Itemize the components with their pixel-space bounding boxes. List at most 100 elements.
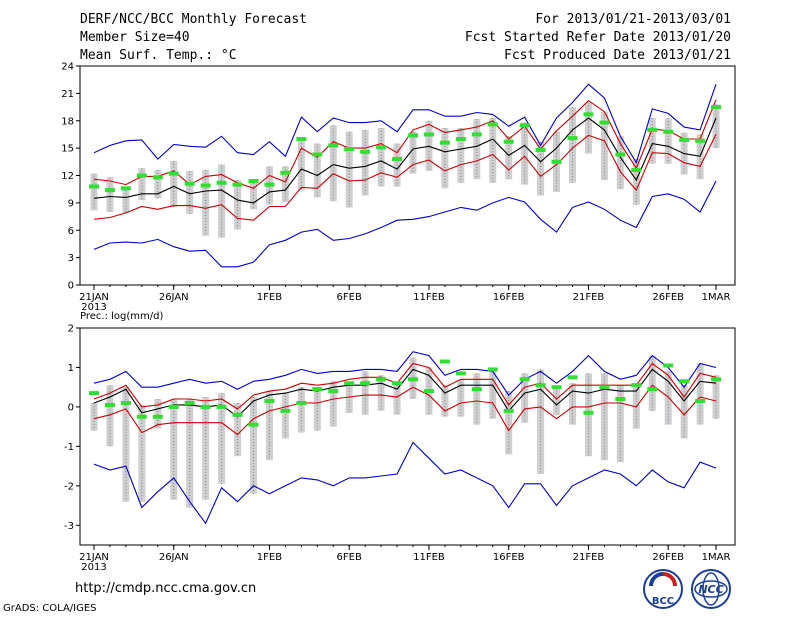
x-tick-label: 6FEB [337, 292, 362, 303]
x-tick-label: 16FEB [493, 292, 525, 303]
ensemble-box [680, 385, 688, 439]
forecast-produced-date: Fcst Produced Date 2013/01/21 [504, 48, 731, 63]
x-tick-label: 26FEB [652, 552, 684, 563]
grads-credit: GrADS: COLA/IGES [3, 603, 97, 614]
ensemble-box [393, 385, 401, 415]
obs-marker [599, 385, 610, 390]
obs-marker [599, 120, 610, 125]
obs-marker [663, 363, 674, 368]
obs-marker [376, 145, 387, 150]
ensemble-box [250, 180, 257, 210]
precipitation-panel: Prec.: log(mm/d) -3 -2 -1 0 1 2 21JAN 26JAN 1FEB 6… [64, 311, 736, 573]
y-tick-label: 2 [68, 324, 74, 335]
variable-label: Mean Surf. Temp.: °C [80, 48, 237, 63]
obs-marker [695, 138, 706, 143]
forecast-started-date: Fcst Started Refer Date 2013/01/20 [464, 30, 731, 45]
obs-marker [503, 139, 514, 144]
x-tick-label: 1MAR [702, 292, 731, 303]
ncc-logo: NCC [691, 569, 731, 609]
obs-marker [567, 375, 578, 380]
ensemble-box [409, 131, 417, 174]
ensemble-box [202, 170, 210, 236]
obs-marker [376, 377, 387, 382]
ensemble-box [361, 129, 369, 196]
obs-marker [264, 398, 275, 403]
ensemble-box [521, 122, 529, 185]
y-tick-label: -3 [64, 521, 74, 532]
x-tick-label: 21JAN [79, 292, 109, 303]
ensemble-box [600, 373, 608, 461]
obs-marker [120, 186, 131, 191]
x-tick-label: 16FEB [493, 552, 525, 563]
ensemble-box [664, 371, 672, 425]
ensemble-box [616, 136, 624, 190]
obs-marker [168, 171, 179, 176]
obs-marker [200, 183, 211, 188]
obs-marker [535, 147, 546, 152]
svg-text:BCC: BCC [652, 596, 674, 607]
bcc-logo: BCC [643, 569, 683, 609]
x-tick-label: 21FEB [573, 292, 605, 303]
obs-marker [392, 381, 403, 386]
y-tick-label: 18 [61, 116, 74, 127]
obs-marker [695, 398, 706, 403]
y-tick-label: 0 [68, 281, 74, 292]
obs-marker [551, 159, 562, 164]
series-mean-line [93, 117, 717, 204]
obs-marker [216, 404, 227, 409]
ensemble-box [170, 399, 178, 500]
ensemble-box [505, 391, 513, 455]
obs-marker [711, 105, 722, 110]
x-tick-label: 26JAN [159, 552, 189, 563]
x-year-label: 2013 [81, 302, 106, 313]
x-tick-label: 21FEB [573, 552, 605, 563]
obs-marker [89, 391, 99, 396]
member-size: Member Size=40 [80, 30, 190, 45]
chart-title: DERF/NCC/BCC Monthly Forecast [80, 12, 307, 27]
obs-marker [280, 408, 291, 413]
obs-marker [519, 377, 530, 382]
temperature-panel: 0 3 6 9 12 15 18 21 24 21JAN 26JAN 1FEB 6FEB 11FEB 16F… [61, 62, 736, 313]
series-lower-line [93, 134, 717, 221]
y-tick-label: 21 [61, 89, 74, 100]
obs-marker [232, 412, 243, 417]
x-tick-label: 1FEB [257, 552, 282, 563]
ensemble-box [281, 393, 289, 439]
series-upper-line [93, 99, 717, 189]
obs-marker [647, 127, 658, 132]
ensemble-box [569, 383, 576, 425]
obs-marker [679, 379, 690, 384]
obs-marker [328, 143, 339, 148]
ensemble-box [377, 375, 385, 411]
obs-marker [392, 157, 403, 162]
obs-marker [360, 381, 371, 386]
ensemble-box [154, 170, 162, 199]
obs-marker [200, 404, 211, 409]
ensemble-box [473, 373, 481, 425]
series-min-line [93, 441, 717, 525]
obs-marker [280, 170, 291, 175]
ensemble-box [537, 141, 545, 196]
series-mean-line [93, 368, 717, 418]
series-max-line [93, 351, 717, 396]
ensemble-box [90, 402, 98, 431]
obs-marker [136, 414, 147, 419]
y-tick-label: 15 [61, 144, 74, 155]
ensemble-box [329, 381, 337, 427]
obs-marker [104, 188, 115, 193]
obs-marker [264, 182, 275, 187]
obs-marker [711, 377, 722, 382]
obs-marker [423, 132, 434, 137]
ensemble-box [616, 385, 624, 463]
ensemble-box [265, 391, 273, 461]
ensemble-box [170, 160, 178, 208]
obs-marker [104, 402, 115, 407]
obs-marker [232, 182, 243, 187]
x-tick-label: 1MAR [702, 552, 731, 563]
x-tick-label: 21JAN [79, 552, 109, 563]
series-max-line [93, 83, 717, 165]
source-url[interactable]: http://cmdp.ncc.cma.gov.cn [75, 581, 257, 596]
obs-marker [551, 385, 562, 390]
obs-marker [360, 149, 371, 154]
